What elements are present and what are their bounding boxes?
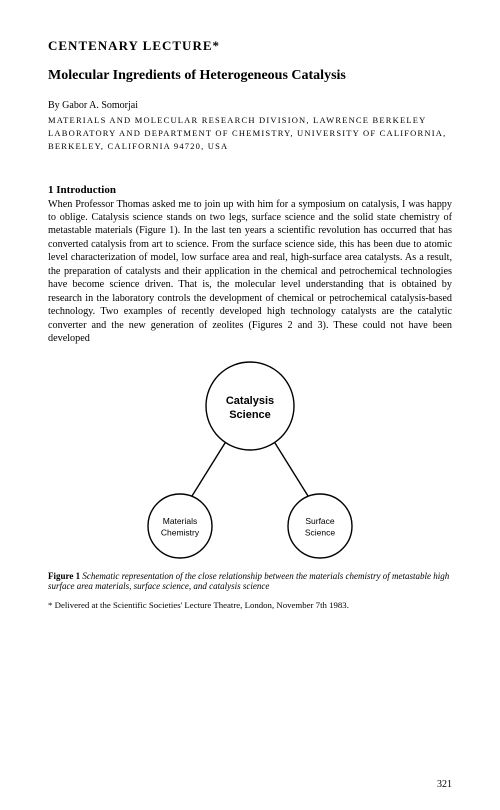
diagram-edge: [192, 443, 225, 496]
diagram-node: [148, 494, 212, 558]
figure-1-caption: Figure 1 Schematic representation of the…: [48, 571, 452, 593]
diagram-node: [288, 494, 352, 558]
diagram-edge: [275, 443, 308, 496]
section-heading: 1 Introduction: [48, 184, 452, 196]
diagram-node-label: Science: [305, 527, 336, 537]
diagram-node-label: Catalysis: [226, 395, 274, 407]
series-title: CENTENARY LECTURE*: [48, 38, 452, 54]
body-paragraph: When Professor Thomas asked me to join u…: [48, 198, 452, 346]
article-title: Molecular Ingredients of Heterogeneous C…: [48, 68, 452, 84]
diagram-node-label: Surface: [305, 516, 335, 526]
footnote: * Delivered at the Scientific Societies'…: [48, 600, 452, 610]
caption-text: Schematic representation of the close re…: [48, 571, 449, 592]
page-number: 321: [437, 779, 452, 790]
diagram-node-label: Chemistry: [161, 527, 200, 537]
tree-diagram-svg: Catalysis Science MaterialsChemistry Surfac…: [120, 356, 380, 561]
caption-lead: Figure 1: [48, 571, 80, 581]
author-byline: By Gabor A. Somorjai: [48, 100, 452, 111]
figure-1-diagram: Catalysis Science MaterialsChemistry Surfac…: [48, 356, 452, 561]
author-affiliation: MATERIALS AND MOLECULAR RESEARCH DIVISIO…: [48, 114, 452, 154]
diagram-node-label: Materials: [163, 516, 197, 526]
diagram-node-label: Science: [229, 409, 271, 421]
